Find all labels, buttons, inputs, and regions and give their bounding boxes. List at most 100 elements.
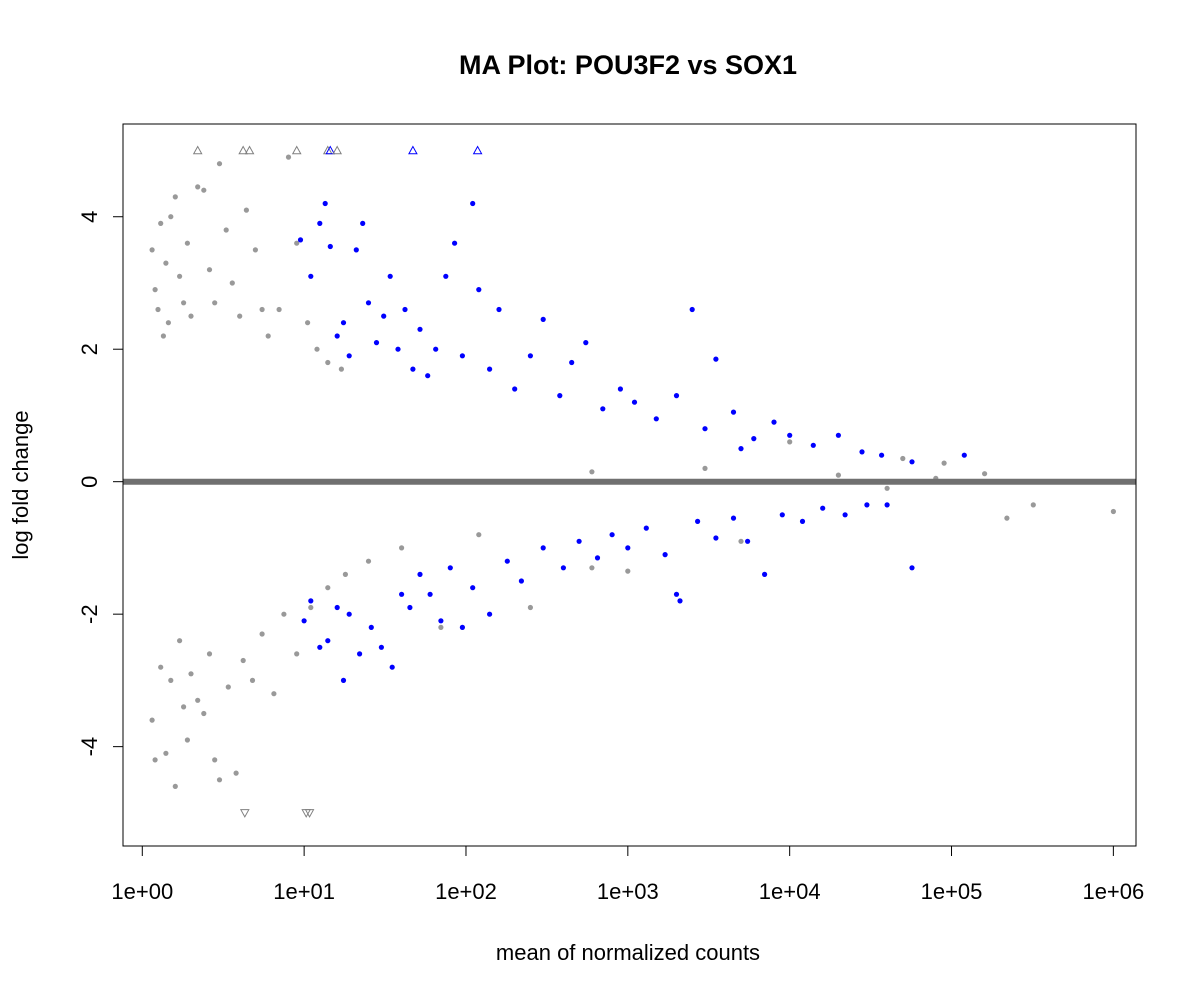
data-point	[447, 565, 453, 571]
data-point	[653, 416, 659, 422]
data-point	[673, 591, 680, 597]
data-point	[177, 638, 183, 644]
data-point	[201, 710, 207, 717]
data-point	[149, 717, 155, 723]
x-tick-label: 1e+06	[1082, 879, 1144, 904]
data-point	[317, 220, 323, 226]
data-point	[762, 571, 768, 578]
data-point	[152, 287, 158, 293]
data-point	[540, 316, 546, 322]
data-point	[158, 664, 164, 670]
data-point	[308, 273, 314, 279]
clipped-point-down	[304, 809, 315, 818]
y-axis-label: log fold change	[8, 410, 33, 559]
data-point	[338, 366, 344, 372]
data-point	[240, 657, 246, 664]
data-point	[305, 320, 311, 326]
data-point	[459, 624, 465, 631]
data-point	[184, 240, 190, 246]
data-point	[360, 220, 366, 226]
data-point	[438, 618, 444, 624]
data-point	[879, 452, 885, 458]
series-blue_down	[301, 502, 915, 684]
clipped-point-up	[291, 145, 302, 155]
y-tick-label: 4	[77, 211, 102, 223]
data-point	[225, 684, 231, 690]
data-point	[249, 677, 256, 684]
data-point	[387, 273, 393, 279]
data-point	[941, 460, 947, 466]
data-point	[594, 555, 601, 561]
x-tick-label: 1e+03	[597, 879, 659, 904]
x-axis-label: mean of normalized counts	[496, 940, 760, 965]
data-point	[689, 306, 695, 313]
data-point	[340, 320, 347, 326]
data-point	[206, 651, 213, 657]
data-point	[378, 644, 384, 650]
data-point	[365, 300, 372, 306]
data-point	[589, 565, 595, 571]
data-point	[713, 535, 719, 541]
data-point	[631, 399, 638, 405]
data-point	[820, 505, 826, 511]
data-point	[695, 518, 701, 525]
data-point	[346, 611, 352, 617]
data-point	[617, 386, 624, 392]
data-point	[476, 287, 482, 293]
y-tick-label: -2	[77, 604, 102, 624]
data-point	[259, 631, 265, 637]
clipped-point-down	[239, 809, 250, 818]
data-point	[223, 227, 229, 233]
data-point	[327, 243, 333, 250]
data-point	[576, 538, 582, 544]
data-point	[281, 611, 287, 617]
data-point	[438, 624, 444, 631]
data-point	[322, 200, 328, 207]
data-point	[600, 406, 606, 412]
data-point	[569, 359, 575, 366]
clipped-point-up	[332, 145, 343, 155]
data-point	[184, 737, 190, 743]
data-point	[373, 340, 380, 346]
data-point	[625, 545, 631, 551]
data-point	[271, 691, 277, 697]
data-point	[1004, 515, 1010, 521]
clipped-point-up	[244, 145, 255, 155]
data-point	[842, 512, 848, 518]
data-point	[909, 565, 915, 571]
data-point	[259, 306, 265, 313]
data-point	[243, 207, 249, 213]
data-point	[799, 518, 806, 525]
data-point	[702, 465, 708, 471]
data-point	[252, 247, 258, 253]
data-point	[181, 704, 187, 710]
data-point	[787, 432, 793, 438]
clipped-point-up	[472, 145, 483, 155]
data-point	[589, 469, 595, 475]
data-point	[172, 194, 178, 200]
clipped-point-up	[192, 145, 203, 155]
data-point	[195, 697, 201, 703]
data-point	[381, 313, 387, 319]
data-point	[810, 442, 816, 448]
clipped-point-up	[408, 145, 418, 155]
data-point	[787, 439, 793, 445]
x-tick-label: 1e+01	[273, 879, 335, 904]
x-tick-label: 1e+02	[435, 879, 497, 904]
data-point	[308, 598, 314, 604]
data-point	[673, 393, 680, 399]
data-point	[609, 532, 615, 538]
data-point	[402, 306, 408, 313]
data-point	[713, 356, 719, 362]
data-point	[410, 366, 416, 372]
data-point	[357, 651, 363, 657]
data-point	[884, 485, 890, 491]
data-point	[487, 366, 493, 372]
data-point	[417, 571, 423, 578]
series-blue_up	[297, 200, 967, 465]
data-point	[395, 346, 401, 352]
data-point	[961, 452, 967, 458]
data-point	[407, 604, 413, 611]
data-point	[771, 419, 777, 425]
data-point	[188, 313, 194, 319]
